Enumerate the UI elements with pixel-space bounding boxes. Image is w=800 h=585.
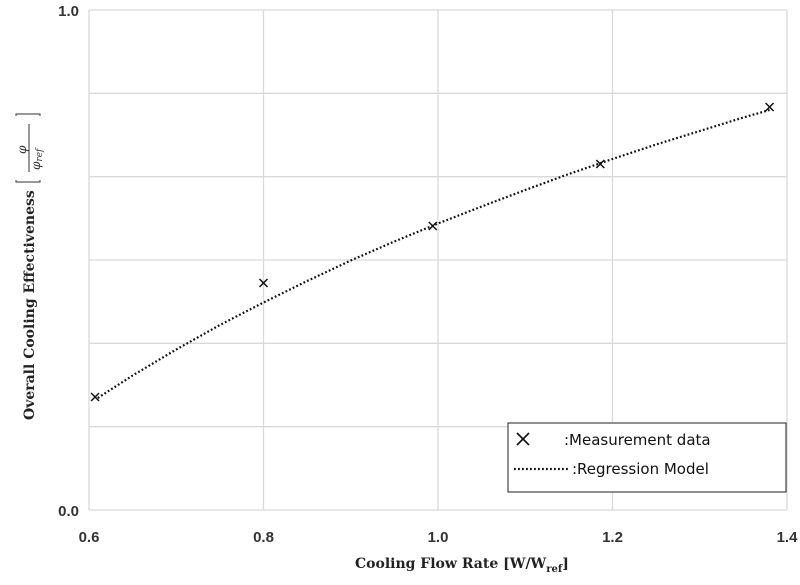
y-axis-unit: φ φref [15,113,45,183]
x-tick-label: 0.6 [79,529,100,546]
y-axis-label-text: Overall Cooling Effectiveness [22,190,38,420]
legend-measurement: :Measurement data [564,431,711,449]
x-tick-label: 1.2 [602,529,623,546]
x-tick-label: 1.4 [777,529,799,546]
measurement-point [428,221,438,231]
measurement-point [90,392,100,402]
measurement-point [258,278,269,288]
measurement-point [765,102,775,112]
y-unit-denominator: φref [29,147,45,170]
legend-marker-x-icon [516,432,530,446]
grid [88,9,788,511]
legend: :Measurement data :Regression Model [507,422,787,493]
y-axis-label: Overall Cooling Effectiveness φ φref [15,113,45,420]
regression-line [97,108,770,399]
y-tick-label: 0.0 [58,503,79,520]
y-tick-label: 1.0 [58,3,79,20]
x-axis-label: Cooling Flow Rate [W/Wref] [355,556,569,575]
tick-labels: 0.6 0.8 1.0 1.2 1.4 0.0 1.0 [58,3,798,546]
chart-marks [90,102,775,402]
measurement-point [595,159,605,169]
x-tick-label: 1.0 [428,529,449,546]
x-tick-label: 0.8 [253,529,274,546]
legend-regression: :Regression Model [572,460,709,478]
y-unit-numerator: φ [15,145,29,154]
